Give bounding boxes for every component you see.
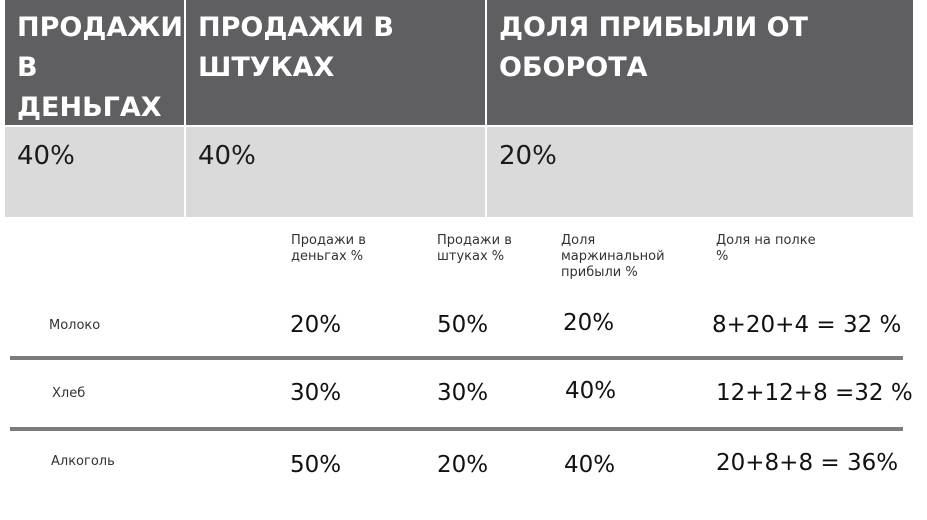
header-sales-money: ПРОДАЖИ В ДЕНЬГАХ <box>17 12 183 123</box>
column-header-money: Продажи в деньгах % <box>291 233 366 264</box>
cell-bread-shelf: 12+12+8 =32 % <box>716 380 913 406</box>
column-header-units: Продажи в штуках % <box>437 233 512 264</box>
row-label-alcohol: Алкоголь <box>51 454 115 469</box>
column-header-margin: Доля маржинальной прибыли % <box>561 233 665 280</box>
value-profit-share: 20% <box>485 127 913 217</box>
row-separator <box>10 356 903 360</box>
cell-bread-margin: 40% <box>565 378 617 404</box>
column-header-shelf: Доля на полке % <box>716 233 816 264</box>
row-separator <box>10 427 903 431</box>
summary-value-row: 40% 40% 20% <box>5 127 913 217</box>
summary-table: ПРОДАЖИ В ДЕНЬГАХ ПРОДАЖИ В ШТУКАХ ДОЛЯ … <box>5 0 913 217</box>
cell-bread-money: 30% <box>290 380 342 406</box>
value-sales-money: 40% <box>17 141 75 171</box>
value-sales-units: 40% <box>184 127 485 217</box>
cell-alcohol-units: 20% <box>437 452 489 478</box>
cell-milk-money: 20% <box>290 312 342 338</box>
row-label-milk: Молоко <box>49 318 101 333</box>
summary-header-row: ПРОДАЖИ В ДЕНЬГАХ ПРОДАЖИ В ШТУКАХ ДОЛЯ … <box>5 0 913 125</box>
row-label-bread: Хлеб <box>52 386 86 401</box>
cell-milk-margin: 20% <box>563 310 615 336</box>
cell-alcohol-margin: 40% <box>564 452 616 478</box>
cell-milk-units: 50% <box>437 312 489 338</box>
cell-milk-shelf: 8+20+4 = 32 % <box>712 312 902 338</box>
cell-alcohol-money: 50% <box>290 452 342 478</box>
cell-alcohol-shelf: 20+8+8 = 36% <box>716 450 899 476</box>
header-sales-units: ПРОДАЖИ В ШТУКАХ <box>184 0 485 125</box>
cell-bread-units: 30% <box>437 380 489 406</box>
header-profit-share: ДОЛЯ ПРИБЫЛИ ОТ ОБОРОТА <box>485 0 913 125</box>
